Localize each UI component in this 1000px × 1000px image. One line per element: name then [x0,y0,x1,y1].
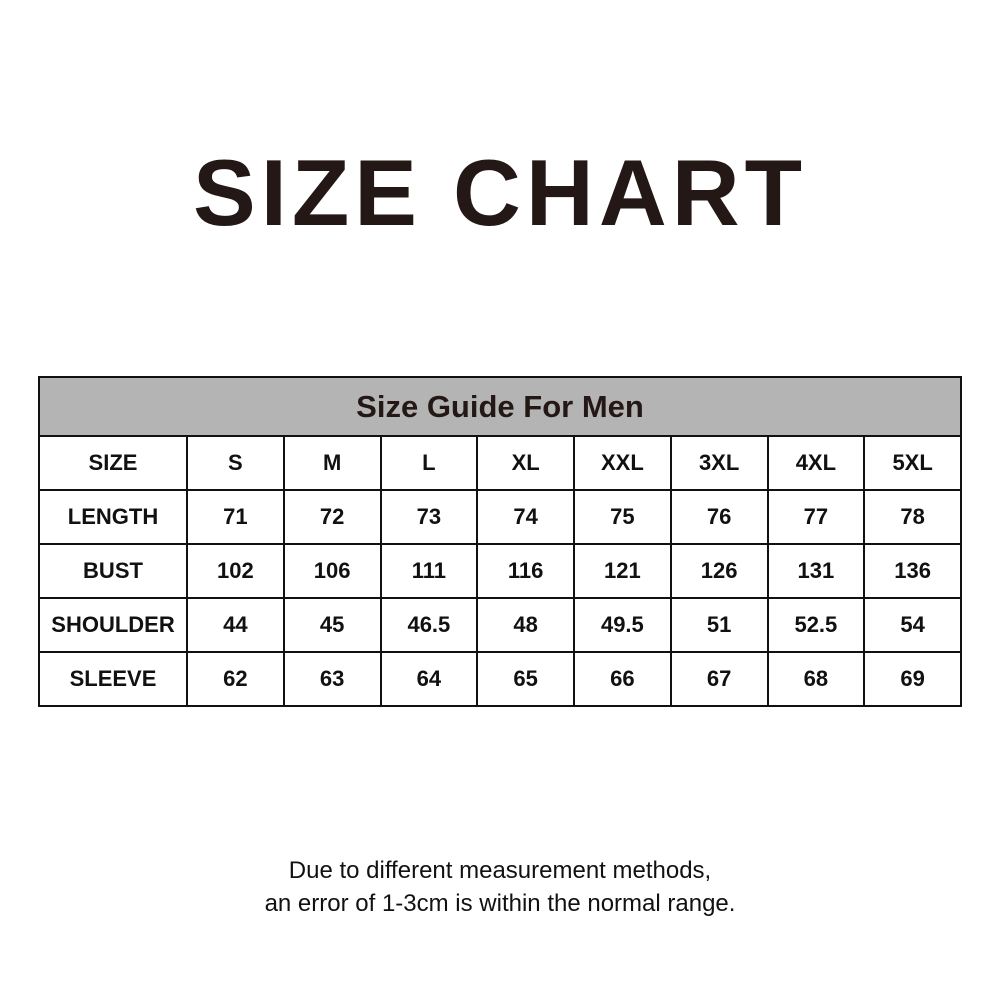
table-cell: 46.5 [379,597,479,653]
table-cell: 136 [863,543,962,599]
row-label: SLEEVE [38,651,188,707]
note-line-2: an error of 1-3cm is within the normal r… [264,890,736,917]
row-label: LENGTH [38,489,188,545]
table-cell: 102 [186,543,285,599]
table-cell: 52.5 [766,597,866,653]
row-label: BUST [38,543,188,599]
row-label: SHOULDER [38,597,188,653]
table-cell: 116 [476,543,575,599]
table-row: SLEEVE 62 63 64 65 66 67 68 69 [38,651,962,707]
table-row: BUST 102 106 111 116 121 126 131 136 [38,543,962,599]
page-title: SIZE CHART [193,140,807,245]
table-cell: 75 [573,489,672,545]
table-cell: 44 [186,597,285,653]
table-cell: M [282,435,382,491]
table-cell: 71 [186,489,285,545]
table-cell: 121 [573,543,672,599]
table-cell: 77 [766,489,866,545]
disclaimer-note: Due to different measurement methods, an… [0,854,1000,920]
table-cell: 48 [476,597,575,653]
table-cell: 45 [282,597,382,653]
table-cell: 51 [669,597,769,653]
table-row: SHOULDER 44 45 46.5 48 49.5 51 52.5 54 [38,597,962,653]
table-cell: S [186,435,285,491]
table-cell: 54 [863,597,962,653]
table-cell: 131 [766,543,866,599]
table-cell: 126 [669,543,769,599]
table-cell: 65 [476,651,575,707]
table-cell: 72 [282,489,382,545]
table-cell: 76 [669,489,769,545]
table-cell: 3XL [669,435,769,491]
table-header-row: SIZE S M L XL XXL 3XL 4XL 5XL [38,435,962,491]
table-cell: XL [476,435,575,491]
table-cell: 49.5 [573,597,672,653]
table-cell: L [379,435,479,491]
table-row: LENGTH 71 72 73 74 75 76 77 78 [38,489,962,545]
table-cell: 64 [379,651,479,707]
table-cell: 63 [282,651,382,707]
table-cell: XXL [573,435,672,491]
table-cell: 4XL [766,435,866,491]
row-label: SIZE [38,435,188,491]
table-cell: 111 [379,543,479,599]
table-cell: 74 [476,489,575,545]
table-cell: 67 [669,651,769,707]
size-table: Size Guide For Men SIZE S M L XL XXL 3XL 4XL 5XL… [38,376,962,707]
note-line-1: Due to different measurement methods, [288,857,712,884]
table-caption-row: Size Guide For Men [38,376,962,437]
table-cell: 5XL [863,435,962,491]
table-cell: 73 [379,489,479,545]
table-caption: Size Guide For Men [38,376,962,437]
table-cell: 106 [282,543,382,599]
table-cell: 62 [186,651,285,707]
table-cell: 66 [573,651,672,707]
table-cell: 78 [863,489,962,545]
table-cell: 69 [863,651,962,707]
table-cell: 68 [766,651,866,707]
